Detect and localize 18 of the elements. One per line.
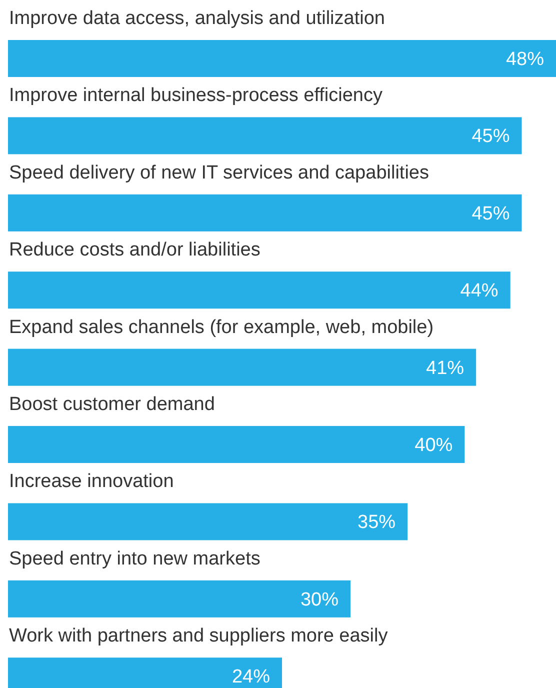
y-tick-label: Speed delivery of new IT services and capabilities [9,162,429,184]
y-tick-label: Improve internal business-process efficiency [9,85,383,106]
data-label: 30% [300,589,339,610]
data-label: 41% [426,358,464,379]
y-tick-label: Speed entry into new markets [9,548,260,570]
y-tick-label: Reduce costs and/or liabilities [9,240,260,261]
y-tick-label: Improve data access, analysis and utilization [9,8,385,29]
y-tick-label: Increase innovation [9,471,174,492]
y-tick-label: Work with partners and suppliers more easily [9,626,388,647]
y-tick-label: Expand sales channels (for example, web, mobile) [9,316,434,338]
data-label: 44% [460,280,498,302]
data-label: 45% [472,126,510,148]
data-label: 45% [472,203,510,224]
data-label: 40% [414,435,453,456]
data-label: 24% [232,666,270,688]
y-tick-label: Boost customer demand [9,394,215,415]
data-label: 35% [358,512,396,534]
data-label: 48% [506,49,544,70]
